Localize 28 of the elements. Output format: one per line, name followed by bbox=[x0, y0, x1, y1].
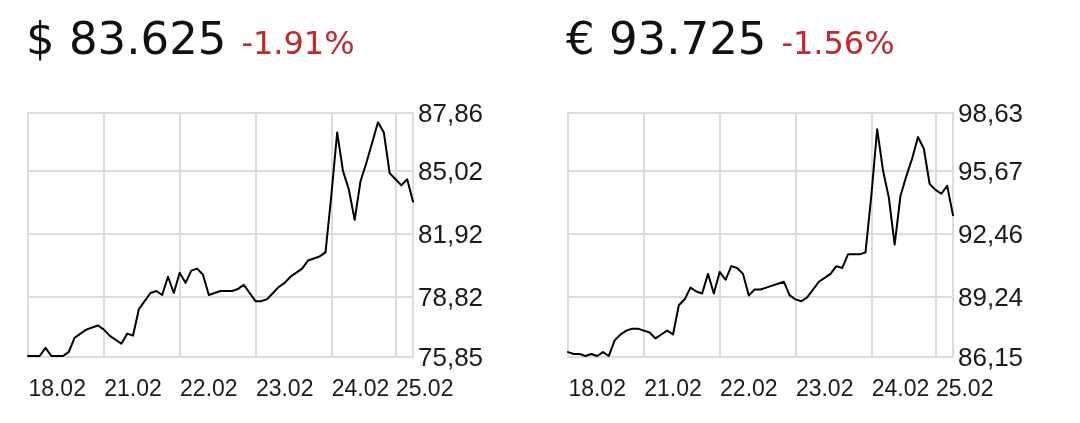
y-tick-label: 87,86 bbox=[418, 98, 484, 128]
x-tick-label: 18.02 bbox=[28, 374, 86, 401]
x-tick-label: 25.02 bbox=[935, 374, 994, 401]
x-tick-label: 21.02 bbox=[104, 374, 162, 401]
y-tick-label: 78,82 bbox=[418, 281, 484, 312]
chart-subtitle: -1.56% bbox=[781, 24, 895, 62]
y-tick-label: 98,63 bbox=[958, 98, 1024, 128]
x-tick-label: 24.02 bbox=[331, 374, 390, 401]
chart-title: € 93.725 bbox=[566, 12, 767, 65]
x-tick-label: 21.02 bbox=[644, 374, 702, 401]
chart-subtitle: -1.91% bbox=[241, 24, 355, 62]
line-series bbox=[27, 121, 414, 357]
y-tick-label: 89,24 bbox=[958, 281, 1024, 312]
x-tick-label: 25.02 bbox=[395, 374, 454, 401]
y-tick-label: 75,85 bbox=[418, 342, 484, 372]
y-tick-label: 86,15 bbox=[958, 342, 1024, 372]
x-tick-label: 23.02 bbox=[795, 374, 854, 401]
y-tick-label: 81,92 bbox=[418, 218, 484, 249]
x-tick-label: 24.02 bbox=[871, 374, 930, 401]
y-tick-label: 92,46 bbox=[958, 218, 1024, 249]
x-tick-label: 22.02 bbox=[720, 374, 778, 401]
x-tick-label: 22.02 bbox=[180, 374, 238, 401]
chart-title: $ 83.625 bbox=[26, 12, 227, 65]
y-tick-label: 95,67 bbox=[958, 155, 1024, 186]
line-series bbox=[567, 128, 954, 358]
y-tick-label: 85,02 bbox=[418, 155, 484, 186]
x-tick-label: 23.02 bbox=[255, 374, 314, 401]
x-tick-label: 18.02 bbox=[568, 374, 626, 401]
